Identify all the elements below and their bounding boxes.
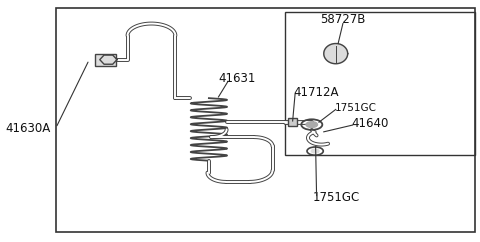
Circle shape bbox=[306, 122, 318, 128]
Text: 58727B: 58727B bbox=[321, 14, 366, 26]
Polygon shape bbox=[324, 44, 348, 64]
FancyBboxPatch shape bbox=[288, 118, 298, 126]
Bar bbox=[56, 8, 475, 232]
Text: 41712A: 41712A bbox=[294, 86, 339, 99]
Text: 1751GC: 1751GC bbox=[335, 103, 377, 113]
Circle shape bbox=[312, 149, 319, 153]
FancyBboxPatch shape bbox=[95, 54, 116, 66]
Text: 41640: 41640 bbox=[351, 117, 388, 130]
Text: 41630A: 41630A bbox=[5, 122, 51, 135]
Bar bbox=[286, 12, 475, 155]
Text: 1751GC: 1751GC bbox=[313, 191, 360, 204]
Text: 41631: 41631 bbox=[218, 72, 256, 85]
